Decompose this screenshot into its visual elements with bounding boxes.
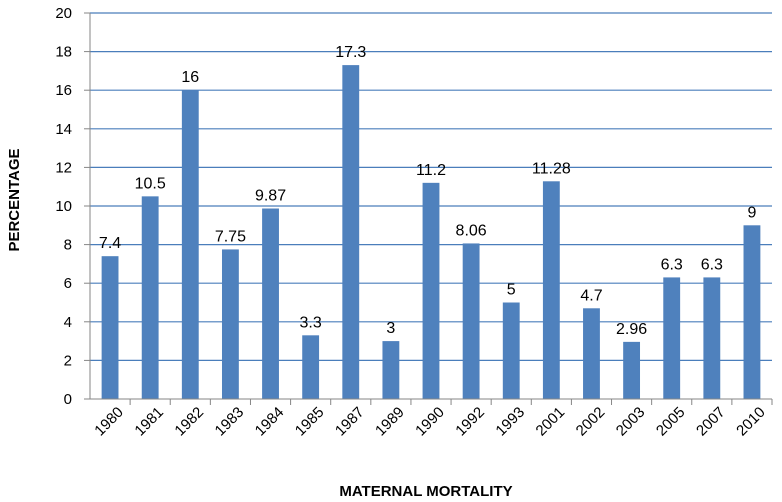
data-label-1983: 7.75: [215, 228, 246, 245]
y-tick-label: 2: [64, 352, 72, 369]
y-tick-label: 6: [64, 275, 72, 292]
bar-1987: [342, 65, 360, 400]
data-label-2005: 6.3: [661, 256, 683, 273]
data-label-2002: 4.7: [580, 287, 602, 304]
data-label-1980: 7.4: [99, 235, 121, 252]
x-tick-label: 1989: [372, 404, 408, 440]
y-axis-title: PERCENTAGE: [6, 148, 23, 251]
x-tick-label: 1982: [172, 404, 208, 440]
data-label-2001: 11.28: [532, 160, 571, 177]
data-label-2010: 9: [747, 204, 756, 221]
bar-1992: [462, 243, 480, 399]
x-axis-title: MATERNAL MORTALITY: [339, 483, 512, 500]
y-tick-label: 14: [55, 121, 72, 138]
bar-2005: [663, 277, 681, 399]
bar-2002: [583, 308, 600, 399]
bar-2003: [623, 341, 641, 399]
data-label-1993: 5: [507, 282, 516, 299]
bar-2001: [542, 181, 560, 399]
y-tick-label: 10: [55, 198, 72, 215]
y-tick-label: 18: [55, 44, 72, 61]
x-tick-label: 1980: [91, 404, 127, 440]
x-tick-label: 1990: [412, 404, 448, 440]
bar-2010: [743, 225, 761, 399]
y-tick-label: 8: [64, 237, 72, 254]
x-tick-label: 2007: [693, 404, 729, 440]
data-label-1981: 10.5: [135, 175, 166, 192]
bar-2007: [703, 277, 721, 399]
y-tick-label: 16: [55, 82, 72, 99]
x-tick-label: 1993: [492, 404, 528, 440]
bar-1980: [101, 256, 119, 399]
x-tick-label: 1983: [212, 404, 248, 440]
x-tick-label: 1987: [332, 404, 368, 440]
bar-1993: [502, 302, 520, 399]
bars-layer: [101, 65, 761, 400]
bar-1983: [221, 249, 239, 399]
y-tick-label: 12: [55, 159, 72, 176]
bar-1981: [141, 196, 159, 399]
bar-1982: [181, 90, 199, 399]
data-label-1987: 17.3: [335, 44, 366, 61]
x-tick-label: 2003: [613, 404, 649, 440]
x-tick-label: 2005: [653, 404, 689, 440]
x-tick-label: 1985: [292, 404, 328, 440]
x-tick-label: 1984: [252, 404, 288, 440]
data-label-1989: 3: [386, 320, 395, 337]
bar-1985: [302, 335, 320, 399]
x-tick-label: 1992: [452, 404, 488, 440]
y-tick-label: 0: [64, 391, 72, 408]
y-tick-label: 20: [55, 5, 72, 22]
data-label-1982: 16: [181, 69, 199, 86]
data-label-2003: 2.96: [616, 321, 647, 338]
x-tick-label: 2002: [573, 404, 609, 440]
bar-1984: [262, 208, 279, 399]
data-label-2007: 6.3: [701, 256, 723, 273]
data-label-1984: 9.87: [255, 188, 286, 205]
data-label-1985: 3.3: [300, 314, 322, 331]
x-tick-label: 1981: [131, 404, 167, 440]
data-label-1992: 8.06: [456, 222, 487, 239]
x-tick-label: 2010: [733, 404, 769, 440]
y-tick-label: 4: [64, 314, 72, 331]
x-tick-label: 2001: [533, 404, 569, 440]
data-label-1990: 11.2: [416, 162, 446, 179]
bar-1989: [382, 341, 400, 399]
bar-1990: [422, 182, 440, 399]
labels-layer: 7.4 10.5 16 7.75 9.87 3.3 17.3 3 11.2 8.06 5 11.28 4…: [99, 44, 757, 338]
